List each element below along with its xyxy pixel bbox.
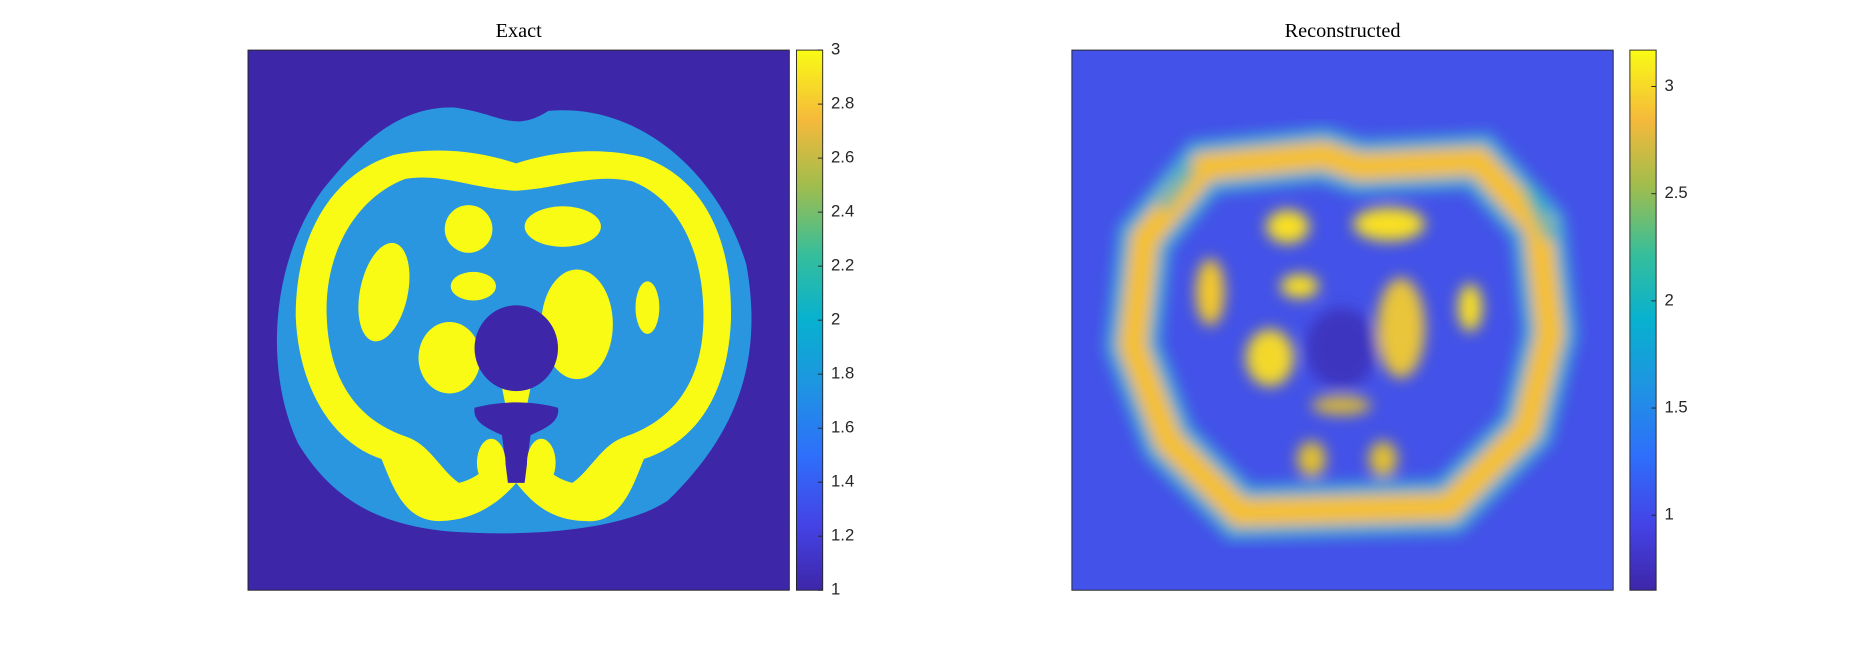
colorbar-tick-label: 1.6 <box>831 418 854 437</box>
colorbar-tick-label: 2.8 <box>831 94 854 113</box>
chart-title: Exact <box>496 20 542 42</box>
colorbar-tick-label: 1.8 <box>831 364 854 383</box>
reconstructed-image <box>1071 49 1614 591</box>
colorbar-tick-label: 1.5 <box>1664 397 1687 416</box>
colorbar-tick-label: 2.4 <box>831 202 854 221</box>
chart-title: Reconstructed <box>1285 20 1401 42</box>
colorbar-tick-label: 2.6 <box>831 148 854 167</box>
colorbar <box>1629 49 1657 591</box>
colorbar-tick-label: 2.2 <box>831 256 854 275</box>
colorbar-tick-label: 2 <box>831 310 840 329</box>
colorbar-tick-label: 2 <box>1664 290 1673 309</box>
colorbar-tick-label: 1 <box>1664 505 1673 524</box>
colorbar-tick-label: 3 <box>831 39 840 58</box>
colorbar-tick-label: 1.4 <box>831 472 854 491</box>
colorbar-tick-label: 3 <box>1664 76 1673 95</box>
colorbar-tick-label: 1 <box>831 580 840 599</box>
colorbar-tick-label: 1.2 <box>831 526 854 545</box>
colorbar-tick-label: 2.5 <box>1664 183 1687 202</box>
exact-image <box>247 49 790 591</box>
